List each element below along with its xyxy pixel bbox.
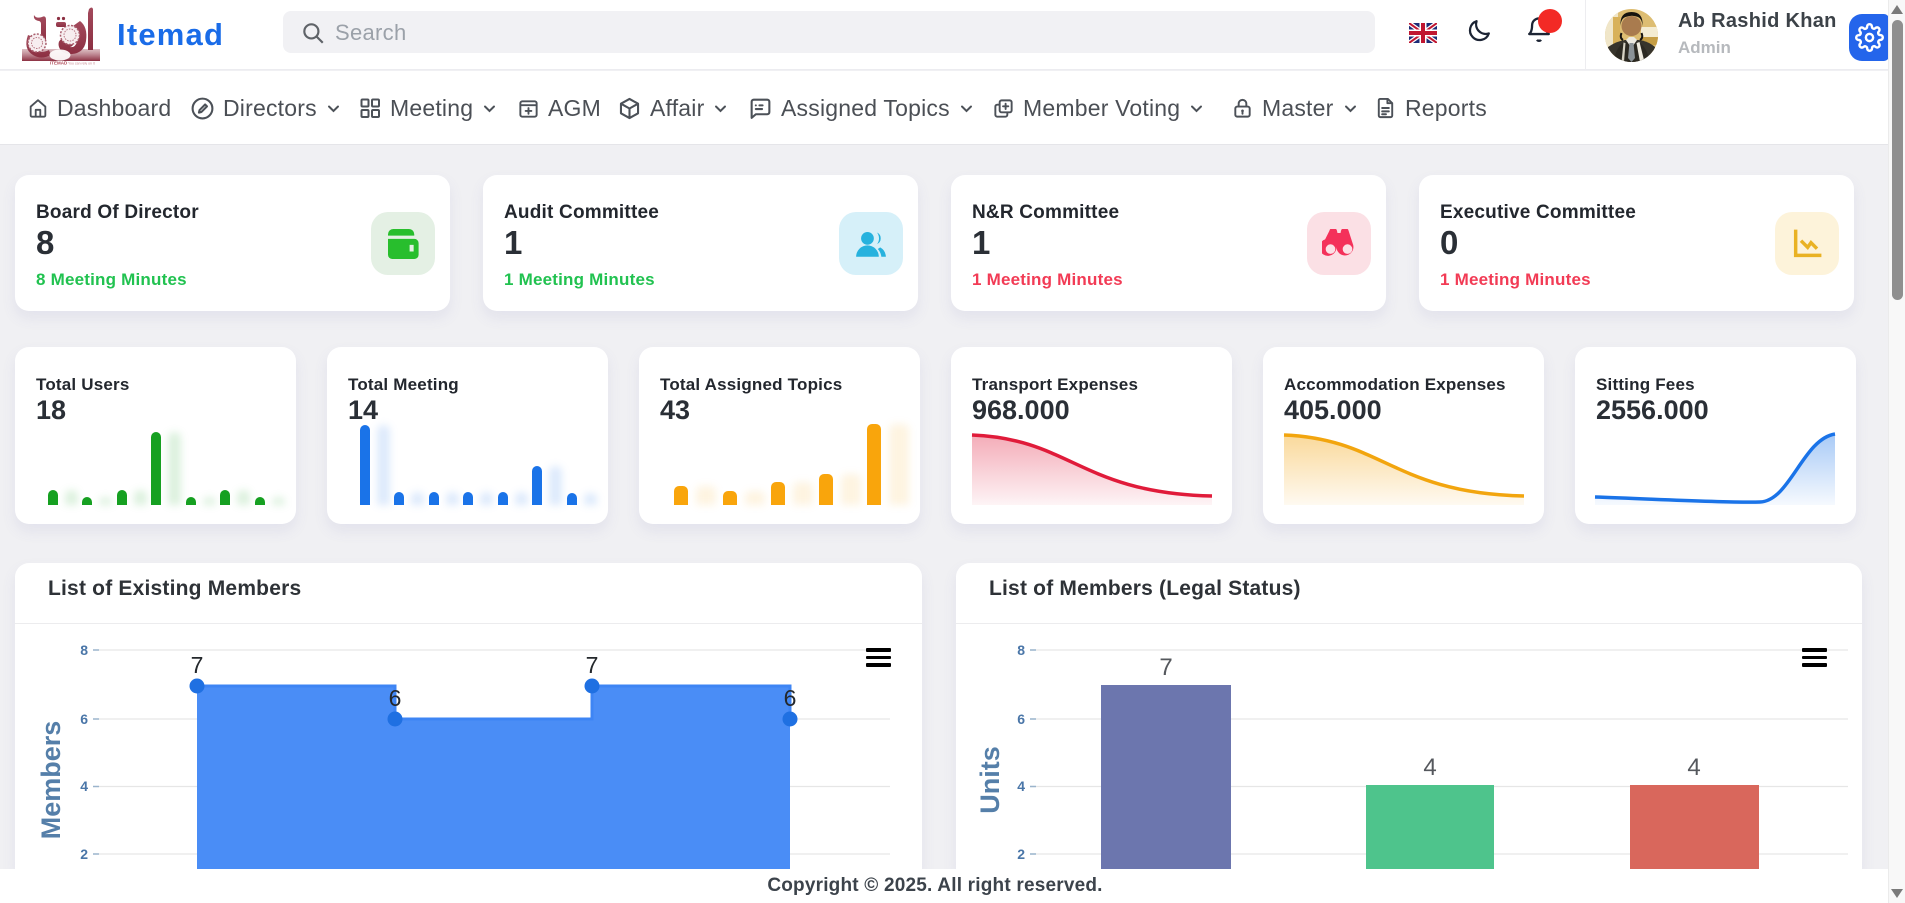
svg-text:7: 7 [1159, 654, 1172, 681]
svg-text:4: 4 [1687, 754, 1700, 781]
svg-text:8: 8 [80, 642, 88, 658]
svg-text:2: 2 [1017, 846, 1025, 862]
svg-text:4: 4 [1423, 754, 1436, 781]
svg-text:4: 4 [80, 778, 88, 794]
svg-text:4: 4 [1017, 778, 1025, 794]
svg-text:7: 7 [191, 652, 204, 678]
svg-text:ITEMAD: ITEMAD [50, 61, 68, 66]
svg-text:2: 2 [80, 846, 88, 862]
svg-text:6: 6 [80, 711, 88, 727]
svg-text:Units: Units [975, 746, 1005, 814]
svg-text:8: 8 [1017, 642, 1025, 658]
svg-text:Members: Members [36, 721, 66, 840]
svg-text:You can rely on it: You can rely on it [68, 62, 95, 66]
svg-text:7: 7 [586, 652, 599, 678]
svg-text:6: 6 [389, 685, 402, 711]
svg-text:6: 6 [1017, 711, 1025, 727]
svg-text:6: 6 [784, 685, 797, 711]
